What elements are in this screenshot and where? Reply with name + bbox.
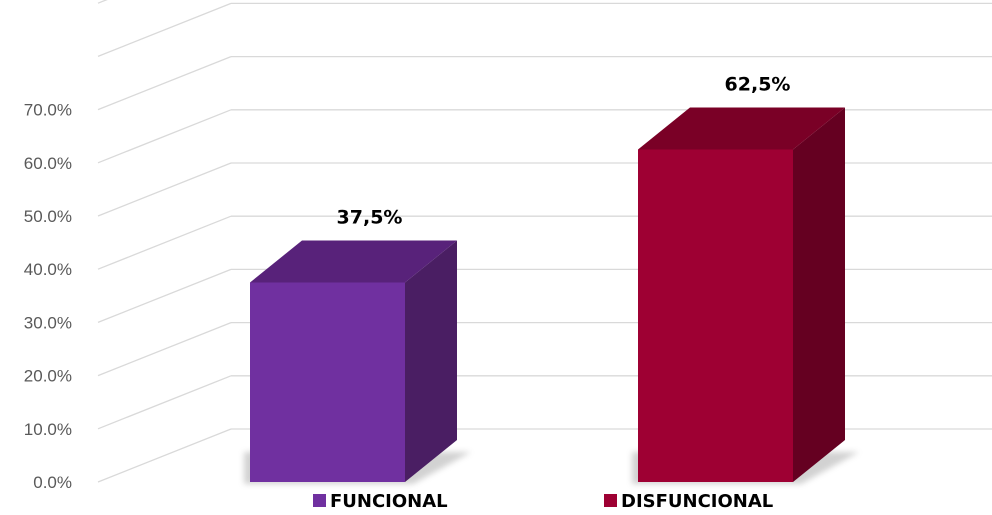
y-tick-label: 50.0% bbox=[24, 207, 72, 226]
legend-swatch bbox=[313, 494, 326, 507]
gridline bbox=[97, 428, 992, 483]
bar-funcional bbox=[244, 240, 471, 484]
gridline bbox=[97, 55, 992, 111]
bar-disfuncional bbox=[632, 107, 859, 484]
legend-item: DISFUNCIONAL bbox=[604, 491, 773, 512]
y-tick-label: 40.0% bbox=[24, 260, 72, 279]
data-label: 62,5% bbox=[725, 74, 791, 96]
legend-label: DISFUNCIONAL bbox=[621, 491, 773, 512]
gridline bbox=[97, 268, 992, 324]
y-tick-label: 20.0% bbox=[24, 367, 72, 386]
y-axis-ticks: 0.0% 10.0% 20.0% 30.0% 40.0% 50.0% 60.0% 70.0% bbox=[24, 101, 72, 492]
gridline bbox=[97, 215, 992, 270]
y-tick-label: 30.0% bbox=[24, 313, 72, 332]
gridline bbox=[97, 2, 992, 58]
legend: FUNCIONAL DISFUNCIONAL bbox=[313, 491, 773, 512]
y-tick-label: 0.0% bbox=[33, 473, 72, 492]
gridline bbox=[97, 0, 108, 4]
data-label: 37,5% bbox=[337, 207, 403, 229]
gridline bbox=[97, 162, 992, 217]
legend-label: FUNCIONAL bbox=[330, 491, 448, 512]
gridline bbox=[97, 375, 992, 430]
gridline bbox=[97, 321, 992, 377]
y-tick-label: 70.0% bbox=[24, 101, 72, 120]
legend-swatch bbox=[604, 494, 617, 507]
data-labels: 37,5% 62,5% bbox=[337, 74, 791, 229]
gridline bbox=[97, 109, 992, 164]
y-tick-label: 60.0% bbox=[24, 154, 72, 173]
bars bbox=[244, 107, 859, 484]
y-tick-label: 10.0% bbox=[24, 420, 72, 439]
gridlines bbox=[97, 0, 992, 483]
legend-item: FUNCIONAL bbox=[313, 491, 448, 512]
